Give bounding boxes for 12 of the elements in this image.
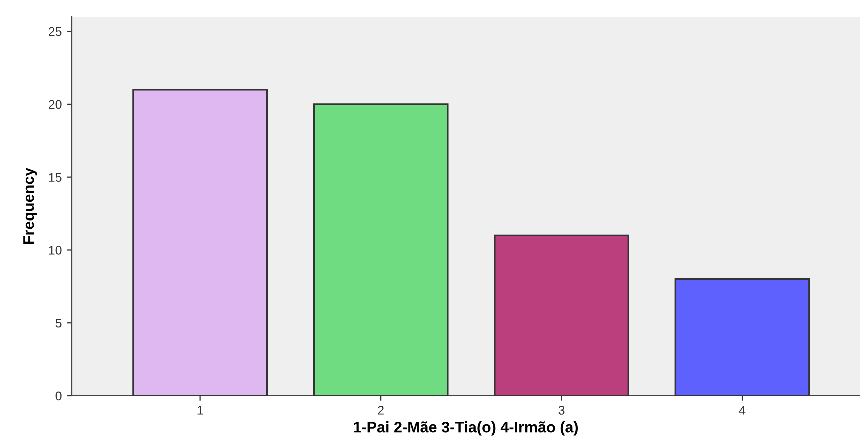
x-tick-label: 1 xyxy=(198,406,204,415)
y-tick-label: 0 xyxy=(56,392,62,401)
x-tick-label: 3 xyxy=(558,406,565,415)
x-tick-label: 4 xyxy=(739,406,746,415)
y-axis-title: Frequency xyxy=(24,168,38,244)
y-tick-label: 5 xyxy=(56,319,62,328)
x-axis-title: 1-Pai 2-Mãe 3-Tia(o) 4-Irmão (a) xyxy=(354,422,578,436)
x-tick-label: 2 xyxy=(378,406,384,415)
y-tick-label: 15 xyxy=(49,173,62,182)
y-tick-label: 25 xyxy=(49,27,62,36)
y-tick-label: 10 xyxy=(49,246,62,255)
y-tick-label: 20 xyxy=(49,100,62,110)
